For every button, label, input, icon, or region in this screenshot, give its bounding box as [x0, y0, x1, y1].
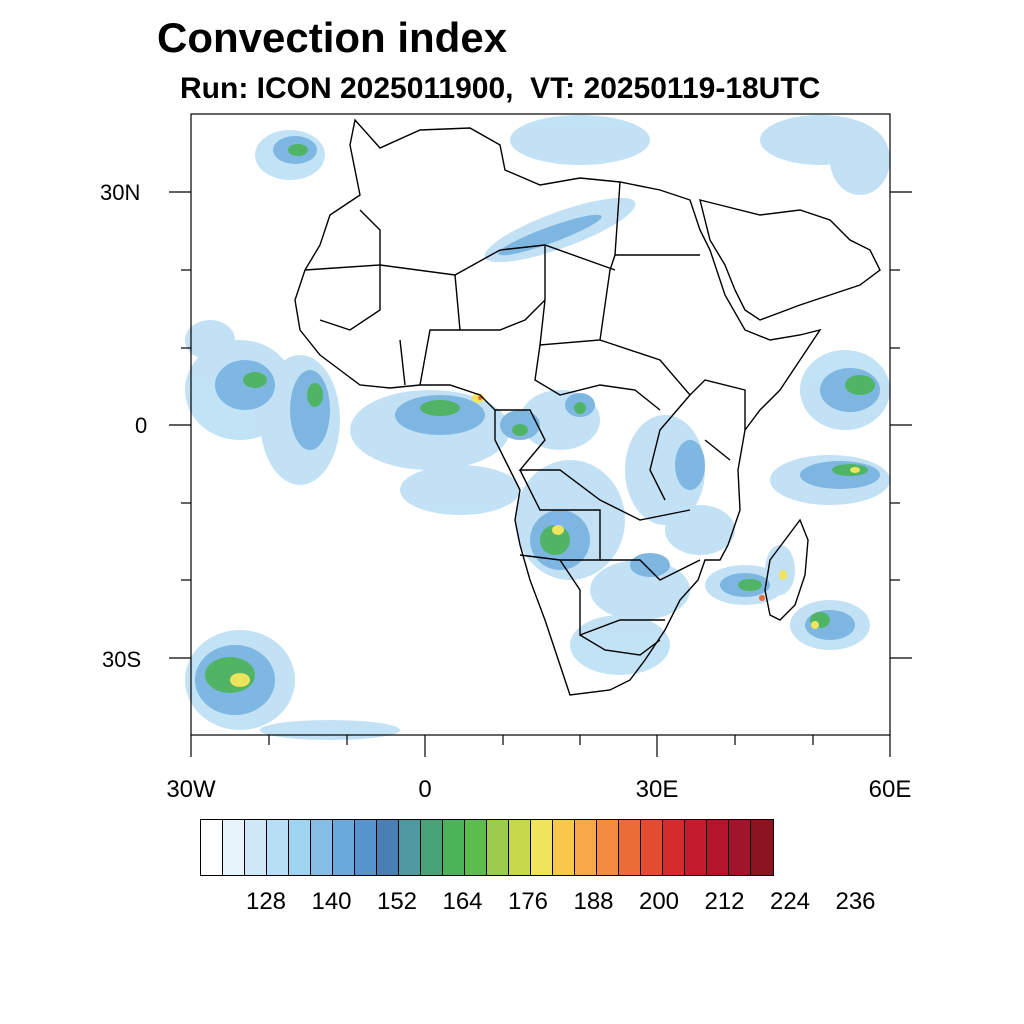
colorbar-label: 140 [311, 888, 352, 915]
lon-label-30w: 30W [166, 776, 216, 803]
colorbar-box [377, 820, 399, 875]
colorbar-box [201, 820, 223, 875]
colorbar-label: 176 [507, 888, 549, 915]
colorbar-box [289, 820, 311, 875]
colorbar-label: 224 [769, 888, 811, 915]
colorbar-label: 128 [245, 888, 287, 915]
colorbar [200, 819, 774, 876]
colorbar-box [553, 820, 575, 875]
convection-shading [185, 115, 890, 740]
colorbar-box [531, 820, 553, 875]
colorbar-label: 152 [376, 888, 418, 915]
colorbar-label: 200 [638, 888, 680, 915]
colorbar-box [619, 820, 641, 875]
lat-label-0: 0 [135, 413, 148, 438]
lon-label-0: 0 [418, 776, 432, 803]
colorbar-box [223, 820, 245, 875]
colorbar-label: 236 [835, 888, 876, 915]
colorbar-box [575, 820, 597, 875]
coastlines [294, 118, 881, 696]
colorbar-box [729, 820, 751, 875]
colorbar-box [663, 820, 685, 875]
colorbar-box [685, 820, 707, 875]
chart-title: Convection index [157, 14, 508, 61]
colorbar-box [465, 820, 487, 875]
colorbar-box [597, 820, 619, 875]
colorbar-box [333, 820, 355, 875]
colorbar-box [641, 820, 663, 875]
colorbar-box [751, 820, 773, 875]
colorbar-box [443, 820, 465, 875]
colorbar-box [355, 820, 377, 875]
lon-label-30e: 30E [635, 776, 679, 803]
chart-subtitle: Run: ICON 2025011900, VT: 20250119-18UTC [180, 72, 821, 105]
colorbar-box [267, 820, 289, 875]
colorbar-box [509, 820, 531, 875]
colorbar-box [707, 820, 729, 875]
axis-ticks [169, 191, 912, 757]
colorbar-box [311, 820, 333, 875]
colorbar-box [245, 820, 267, 875]
colorbar-box [421, 820, 443, 875]
colorbar-label: 164 [442, 888, 483, 915]
colorbar-label: 188 [573, 888, 614, 915]
colorbar-box [399, 820, 421, 875]
colorbar-label: 212 [704, 888, 745, 915]
colorbar-box [487, 820, 509, 875]
lon-label-60e: 60E [868, 776, 912, 803]
lat-label-30s: 30S [102, 647, 142, 672]
lat-label-30n: 30N [100, 180, 141, 205]
